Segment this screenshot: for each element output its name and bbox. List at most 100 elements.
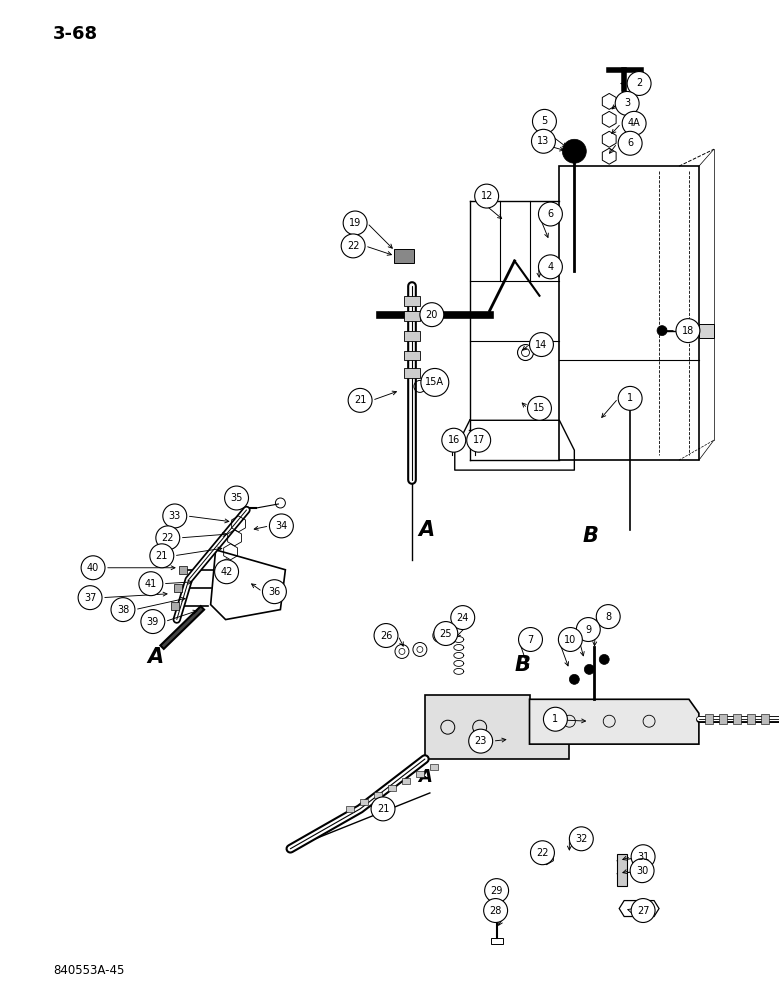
Text: 28: 28 [489,906,502,916]
FancyBboxPatch shape [404,296,420,306]
Circle shape [141,610,165,634]
Circle shape [484,899,508,922]
Text: 6: 6 [548,209,554,219]
Text: 2: 2 [636,78,642,88]
Circle shape [469,729,493,753]
Circle shape [631,845,655,869]
Text: 40: 40 [87,563,99,573]
Circle shape [631,899,655,922]
Text: 41: 41 [145,579,157,589]
Text: 32: 32 [575,834,587,844]
Text: 22: 22 [347,241,360,251]
Circle shape [225,486,249,510]
Text: 42: 42 [221,567,232,577]
Circle shape [371,797,395,821]
FancyBboxPatch shape [174,584,182,592]
Text: 37: 37 [84,593,96,603]
Text: 27: 27 [636,906,649,916]
Text: 14: 14 [535,340,548,350]
Text: 3-68: 3-68 [53,25,98,43]
Polygon shape [530,699,699,744]
Text: 29: 29 [491,886,503,896]
Text: A: A [419,520,435,540]
Text: 21: 21 [354,395,367,405]
Text: 22: 22 [161,533,174,543]
Circle shape [676,319,700,343]
Text: 22: 22 [536,848,548,858]
Circle shape [619,386,642,410]
Text: 1: 1 [627,393,633,403]
FancyBboxPatch shape [171,602,179,610]
Text: 33: 33 [168,511,181,521]
Circle shape [622,111,646,135]
Text: 13: 13 [537,136,550,146]
Circle shape [527,396,551,420]
Text: 4A: 4A [628,118,640,128]
FancyBboxPatch shape [430,764,438,770]
Circle shape [215,560,239,584]
Circle shape [420,303,444,327]
Text: 3: 3 [624,98,630,108]
Circle shape [619,131,642,155]
Circle shape [538,202,562,226]
Text: 18: 18 [682,326,694,336]
Circle shape [531,129,555,153]
Text: 39: 39 [147,617,159,627]
Text: 8: 8 [605,612,612,622]
FancyBboxPatch shape [394,249,414,263]
Circle shape [451,606,475,630]
Circle shape [530,841,555,865]
FancyBboxPatch shape [416,771,424,777]
FancyBboxPatch shape [699,324,714,338]
Circle shape [627,72,651,95]
Text: 1: 1 [552,714,558,724]
Text: 15: 15 [534,403,546,413]
FancyBboxPatch shape [746,714,755,724]
FancyBboxPatch shape [179,566,186,574]
Circle shape [657,326,667,336]
Circle shape [81,556,105,580]
Text: 34: 34 [275,521,288,531]
Circle shape [341,234,365,258]
Text: 21: 21 [377,804,389,814]
Text: 35: 35 [230,493,243,503]
Text: 24: 24 [456,613,469,623]
Circle shape [596,605,620,629]
Circle shape [569,827,594,851]
FancyBboxPatch shape [374,792,382,798]
Text: 30: 30 [636,866,648,876]
FancyBboxPatch shape [404,368,420,378]
Text: 21: 21 [156,551,168,561]
Text: 17: 17 [473,435,485,445]
Circle shape [569,674,580,684]
Circle shape [562,139,587,163]
Circle shape [374,624,398,647]
Circle shape [630,859,654,883]
Circle shape [139,572,163,596]
Text: 38: 38 [117,605,129,615]
FancyBboxPatch shape [346,806,354,812]
Circle shape [544,707,567,731]
FancyBboxPatch shape [705,714,713,724]
Circle shape [584,664,594,674]
Text: 6: 6 [627,138,633,148]
Circle shape [538,255,562,279]
Circle shape [111,598,135,622]
FancyBboxPatch shape [732,714,741,724]
Text: 25: 25 [440,629,452,639]
Circle shape [262,580,286,604]
Circle shape [343,211,367,235]
Text: 23: 23 [474,736,487,746]
Text: 5: 5 [541,116,548,126]
Text: 31: 31 [637,852,649,862]
Text: A: A [147,647,164,667]
Text: 840553A-45: 840553A-45 [53,964,125,977]
Text: 9: 9 [585,625,591,635]
Text: 4: 4 [548,262,554,272]
Circle shape [599,654,609,664]
Text: 12: 12 [480,191,493,201]
Circle shape [156,526,179,550]
Circle shape [163,504,186,528]
FancyBboxPatch shape [404,331,420,341]
Circle shape [421,368,448,396]
